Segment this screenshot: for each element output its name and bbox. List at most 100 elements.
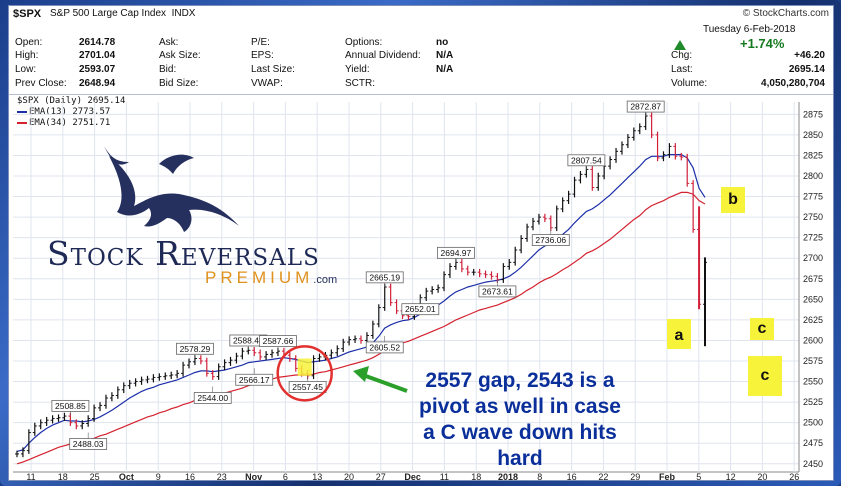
quote-label: Volume: bbox=[671, 78, 708, 89]
price-label: 2605.52 bbox=[369, 342, 400, 352]
quote-label: Bid: bbox=[159, 64, 177, 75]
quote-value: 2701.04 bbox=[79, 50, 116, 61]
quote-label: P/E: bbox=[251, 37, 270, 48]
y-tick-label: 2525 bbox=[803, 397, 823, 407]
brand-credit: © StockCharts.com bbox=[742, 8, 829, 19]
x-tick-label: 11 bbox=[26, 472, 35, 481]
quote-label: Yield: bbox=[345, 64, 370, 75]
legend-main: $SPX (Daily) 2695.14 bbox=[17, 96, 126, 106]
x-tick-label: 16 bbox=[185, 472, 195, 481]
symbol: $SPX bbox=[13, 8, 42, 20]
quote-value: 4,050,280,704 bbox=[761, 78, 825, 89]
legend-ema34: EMA(34) 2751.71 bbox=[17, 118, 125, 129]
x-tick-label: 25 bbox=[90, 472, 100, 481]
x-tick-label: 18 bbox=[471, 472, 481, 481]
x-tick-label: Nov bbox=[245, 472, 262, 481]
x-tick-label: Dec bbox=[404, 472, 421, 481]
y-tick-label: 2750 bbox=[803, 212, 823, 222]
wave-label-a: a bbox=[667, 319, 691, 349]
price-label: 2587.66 bbox=[263, 336, 294, 346]
x-tick-label: 27 bbox=[376, 472, 386, 481]
highlight-circle bbox=[276, 345, 333, 402]
price-label: 2544.00 bbox=[197, 393, 228, 403]
x-tick-label: 22 bbox=[598, 472, 608, 481]
y-tick-label: 2650 bbox=[803, 294, 823, 304]
y-tick-label: 2775 bbox=[803, 192, 823, 202]
quote-label: Annual Dividend: bbox=[345, 50, 421, 61]
annotation-note: 2557 gap, 2543 is a pivot as well in cas… bbox=[419, 369, 621, 470]
quote-label: VWAP: bbox=[251, 78, 283, 89]
price-label: 2588.40 bbox=[233, 335, 264, 345]
up-arrow-icon bbox=[674, 40, 686, 50]
quote-date: Tuesday 6-Feb-2018 bbox=[703, 24, 796, 35]
quote-label: Open: bbox=[15, 37, 43, 48]
bull-logo-icon bbox=[104, 146, 239, 232]
quote-value: 2593.07 bbox=[79, 64, 116, 75]
x-tick-label: 12 bbox=[726, 472, 736, 481]
y-tick-label: 2575 bbox=[803, 356, 823, 366]
y-tick-label: 2600 bbox=[803, 335, 823, 345]
x-tick-label: 18 bbox=[58, 472, 68, 481]
x-tick-label: 29 bbox=[630, 472, 640, 481]
chart-panel: $SPX S&P 500 Large Cap Index INDX © Stoc… bbox=[8, 5, 834, 481]
quote-label: Ask: bbox=[159, 37, 179, 48]
quote-value: 2648.94 bbox=[79, 78, 116, 89]
x-tick-label: Oct bbox=[119, 472, 134, 481]
x-tick-label: 20 bbox=[344, 472, 354, 481]
y-tick-label: 2475 bbox=[803, 438, 823, 448]
quote-value: 2695.14 bbox=[788, 64, 825, 75]
x-tick-label: 8 bbox=[537, 472, 542, 481]
price-label: 2694.97 bbox=[441, 248, 472, 258]
x-tick-label: 23 bbox=[217, 472, 227, 481]
y-tick-label: 2800 bbox=[803, 171, 823, 181]
quote-label: EPS: bbox=[251, 50, 274, 61]
quote-label: Prev Close: bbox=[15, 78, 67, 89]
y-tick-label: 2625 bbox=[803, 315, 823, 325]
quote-label: Options: bbox=[345, 37, 383, 48]
quote-label: Last: bbox=[671, 64, 693, 75]
quote-value: no bbox=[436, 37, 449, 48]
x-tick-label: 6 bbox=[283, 472, 288, 481]
title-bar: $SPX S&P 500 Large Cap Index INDX © Stoc… bbox=[9, 6, 833, 22]
logo-wordmark: Stock Reversals bbox=[47, 234, 320, 273]
price-label: 2736.06 bbox=[535, 235, 566, 245]
y-tick-label: 2450 bbox=[803, 459, 823, 469]
quote-label: Chg: bbox=[671, 50, 693, 61]
ema13-line bbox=[16, 154, 706, 452]
y-tick-label: 2850 bbox=[803, 130, 823, 140]
x-tick-label: 26 bbox=[789, 472, 799, 481]
index-name: S&P 500 Large Cap Index INDX bbox=[50, 8, 196, 19]
quote-label: Last Size: bbox=[251, 64, 295, 75]
gap-highlight bbox=[297, 358, 312, 376]
wave-label-b: b bbox=[721, 187, 745, 213]
y-tick-label: 2875 bbox=[803, 109, 823, 119]
quote-value: 2614.78 bbox=[79, 37, 116, 48]
quote-value: N/A bbox=[436, 50, 454, 61]
chart-legend: $SPX (Daily) 2695.14 EMA(13) 2773.57 EMA… bbox=[17, 96, 125, 129]
quote-label: Bid Size: bbox=[159, 78, 199, 89]
quote-label: SCTR: bbox=[345, 78, 375, 89]
price-label: 2807.54 bbox=[571, 155, 602, 165]
quote-label: Low: bbox=[15, 64, 37, 75]
price-label: 2578.29 bbox=[180, 344, 211, 354]
legend-ema13: EMA(13) 2773.57 bbox=[17, 107, 125, 118]
pct-change: +1.74% bbox=[740, 36, 785, 51]
wave-label-c1: c bbox=[750, 318, 774, 340]
x-tick-label: 9 bbox=[156, 472, 161, 481]
y-tick-label: 2825 bbox=[803, 150, 823, 160]
y-tick-label: 2700 bbox=[803, 253, 823, 263]
y-tick-label: 2500 bbox=[803, 418, 823, 428]
y-tick-label: 2550 bbox=[803, 377, 823, 387]
x-tick-label: Feb bbox=[659, 472, 676, 481]
price-label: 2566.17 bbox=[239, 375, 270, 385]
x-tick-label: 20 bbox=[757, 472, 767, 481]
x-tick-label: 11 bbox=[440, 472, 449, 481]
quote-label: Ask Size: bbox=[159, 50, 201, 61]
annotation-arrow bbox=[362, 373, 408, 393]
x-tick-label: 5 bbox=[696, 472, 701, 481]
x-tick-label: 2018 bbox=[498, 472, 518, 481]
header-divider bbox=[9, 94, 833, 95]
price-label: 2673.61 bbox=[482, 286, 513, 296]
quote-value: N/A bbox=[436, 64, 454, 75]
y-tick-label: 2725 bbox=[803, 233, 823, 243]
